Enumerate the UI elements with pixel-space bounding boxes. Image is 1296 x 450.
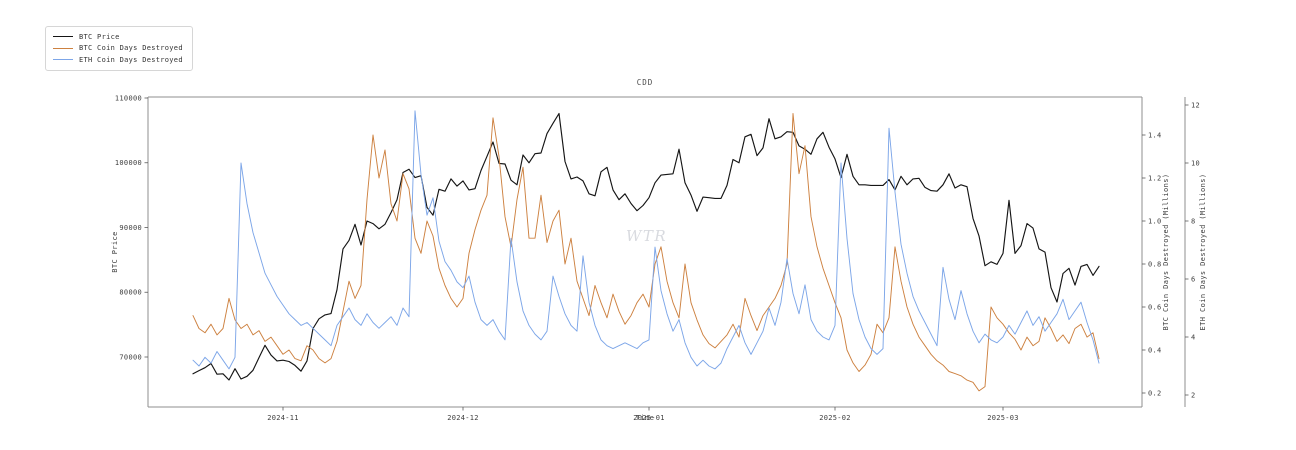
svg-text:0.8: 0.8 <box>1148 260 1162 268</box>
svg-text:1.2: 1.2 <box>1148 174 1162 182</box>
svg-text:2024-12: 2024-12 <box>447 414 479 422</box>
x-axis-label: Time <box>635 414 655 422</box>
legend-line-swatch <box>53 47 73 49</box>
legend-line-swatch <box>53 36 73 38</box>
svg-text:110000: 110000 <box>115 94 142 102</box>
legend-item: ETH Coin Days Destroyed <box>53 54 183 66</box>
series-btc-coin-days-destroyed-line <box>192 113 1100 392</box>
svg-text:70000: 70000 <box>119 353 142 361</box>
legend: BTC Price BTC Coin Days Destroyed ETH Co… <box>45 26 193 71</box>
y-axis-btc-cdd-ticks: 0.2 0.4 0.6 0.8 1.0 1.2 1.4 <box>1142 131 1162 397</box>
x-axis-ticks: 2024-11 2024-12 2025-01 2025-02 2025-03 <box>267 407 1019 422</box>
svg-text:8: 8 <box>1191 217 1196 225</box>
y-axis-left-ticks: 70000 80000 90000 100000 110000 <box>115 94 148 361</box>
legend-item-label: BTC Coin Days Destroyed <box>79 44 183 53</box>
chart-title: CDD <box>636 78 654 87</box>
svg-text:6: 6 <box>1191 275 1196 283</box>
svg-text:80000: 80000 <box>119 289 142 297</box>
svg-text:90000: 90000 <box>119 224 142 232</box>
svg-text:4: 4 <box>1191 333 1196 341</box>
svg-text:2025-01: 2025-01 <box>633 414 665 422</box>
svg-text:10: 10 <box>1191 159 1200 167</box>
svg-text:0.6: 0.6 <box>1148 303 1162 311</box>
series-btc-price-line <box>192 112 1100 381</box>
y-axis-eth-cdd-ticks: 2 4 6 8 10 12 <box>1185 101 1200 399</box>
svg-text:2024-11: 2024-11 <box>267 414 299 422</box>
legend-item-label: BTC Price <box>79 32 120 41</box>
svg-text:1.4: 1.4 <box>1148 131 1162 139</box>
plot-spines <box>147 96 1186 408</box>
series-eth-coin-days-destroyed-line <box>192 110 1100 370</box>
svg-text:12: 12 <box>1191 101 1200 109</box>
watermark: WTR <box>626 227 668 245</box>
svg-text:1.0: 1.0 <box>1148 217 1162 225</box>
svg-text:2: 2 <box>1191 391 1196 399</box>
svg-text:2025-03: 2025-03 <box>987 414 1019 422</box>
svg-text:0.2: 0.2 <box>1148 389 1162 397</box>
svg-text:0.4: 0.4 <box>1148 346 1162 354</box>
legend-line-swatch <box>53 59 73 61</box>
legend-item: BTC Coin Days Destroyed <box>53 43 183 55</box>
svg-text:2025-02: 2025-02 <box>819 414 851 422</box>
legend-item-label: ETH Coin Days Destroyed <box>79 55 183 64</box>
legend-item: BTC Price <box>53 31 183 43</box>
svg-text:100000: 100000 <box>115 159 142 167</box>
